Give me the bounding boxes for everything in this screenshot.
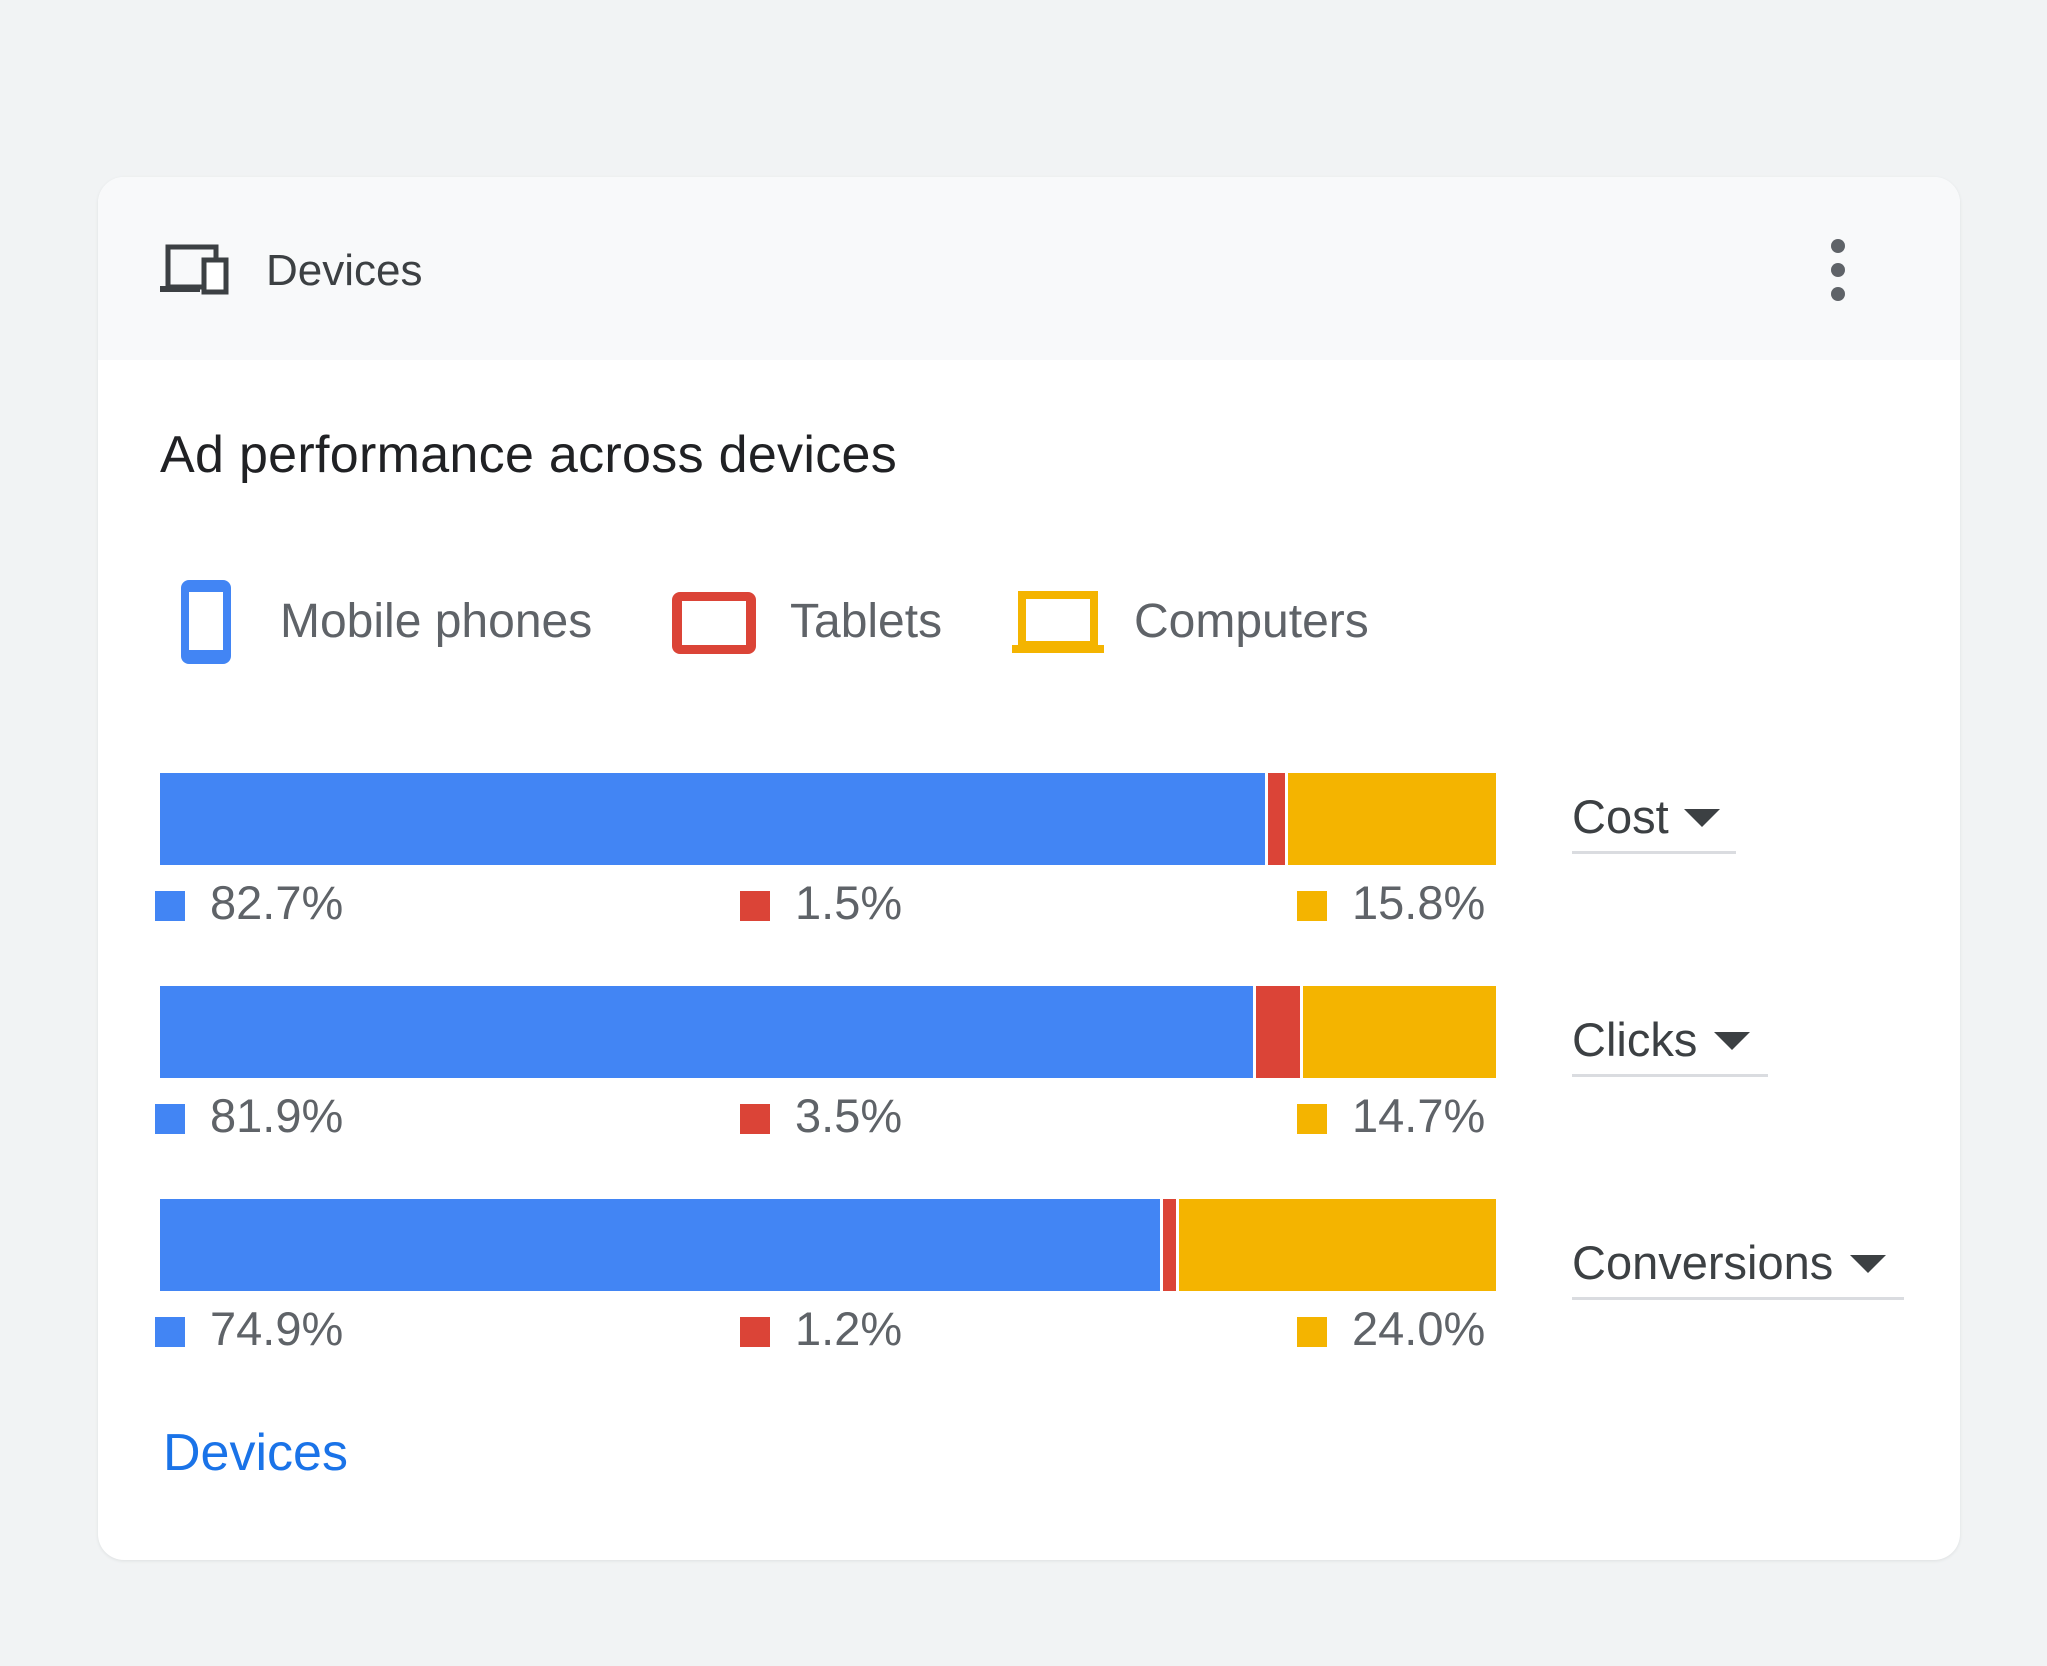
legend-mobile-phones: Mobile phones <box>176 577 716 667</box>
chevron-down-icon <box>1714 1032 1750 1050</box>
value-label-tablets: 1.2% <box>740 1299 980 1359</box>
bar-segment-mobile-phones <box>160 773 1265 865</box>
legend-swatch <box>1297 891 1327 921</box>
bar-segment-computers <box>1175 1199 1496 1291</box>
value-text: 24.0% <box>1352 1302 1486 1355</box>
bar-segment-tablets <box>1264 773 1285 865</box>
card-header: Devices <box>98 177 1960 360</box>
bar-row-conversions <box>160 1199 1496 1291</box>
legend-swatch <box>740 891 770 921</box>
value-text: 3.5% <box>795 1089 903 1142</box>
legend-swatch <box>155 891 185 921</box>
bar-segment-mobile-phones <box>160 1199 1160 1291</box>
bar-row-cost <box>160 773 1496 865</box>
legend-swatch <box>740 1317 770 1347</box>
legend-label: Tablets <box>790 595 943 648</box>
value-text: 15.8% <box>1352 876 1486 929</box>
cost-metric-dropdown[interactable]: Cost <box>1572 789 1736 854</box>
devices-card: Devices Ad performance across devices Mo… <box>98 177 1960 1560</box>
bar-row-clicks <box>160 986 1496 1078</box>
value-text: 1.5% <box>795 876 903 929</box>
devices-icon <box>160 244 229 295</box>
more-vert-icon[interactable] <box>1808 232 1868 308</box>
dropdown-label: Conversions <box>1572 1236 1834 1289</box>
legend-computers: Computers <box>1010 577 1430 667</box>
conversions-metric-dropdown[interactable]: Conversions <box>1572 1235 1904 1300</box>
value-text: 1.2% <box>795 1302 903 1355</box>
phone-icon <box>181 580 231 664</box>
laptop-icon <box>1012 591 1104 653</box>
legend-swatch <box>155 1104 185 1134</box>
legend-swatch <box>155 1317 185 1347</box>
value-label-mobile-phones: 82.7% <box>155 873 395 933</box>
value-label-mobile-phones: 81.9% <box>155 1086 395 1146</box>
value-text: 82.7% <box>210 876 344 929</box>
value-label-tablets: 1.5% <box>740 873 980 933</box>
legend-label: Computers <box>1134 595 1369 648</box>
dropdown-label: Clicks <box>1572 1013 1698 1066</box>
header-title: Devices <box>266 246 423 295</box>
bar-segment-computers <box>1284 773 1496 865</box>
bar-segment-tablets <box>1253 986 1300 1078</box>
value-text: 81.9% <box>210 1089 344 1142</box>
bar-segment-tablets <box>1159 1199 1176 1291</box>
value-text: 14.7% <box>1352 1089 1486 1142</box>
value-label-computers: 24.0% <box>1297 1299 1537 1359</box>
value-label-computers: 15.8% <box>1297 873 1537 933</box>
value-label-mobile-phones: 74.9% <box>155 1299 395 1359</box>
bar-segment-mobile-phones <box>160 986 1254 1078</box>
chevron-down-icon <box>1684 809 1720 827</box>
card-title: Ad performance across devices <box>160 426 898 484</box>
value-text: 74.9% <box>210 1302 344 1355</box>
tablet-icon <box>672 592 756 654</box>
legend-swatch <box>740 1104 770 1134</box>
dropdown-label: Cost <box>1572 790 1669 843</box>
bar-segment-computers <box>1299 986 1496 1078</box>
value-label-computers: 14.7% <box>1297 1086 1537 1146</box>
clicks-metric-dropdown[interactable]: Clicks <box>1572 1012 1768 1077</box>
legend-swatch <box>1297 1104 1327 1134</box>
value-label-tablets: 3.5% <box>740 1086 980 1146</box>
chevron-down-icon <box>1850 1255 1886 1273</box>
legend-label: Mobile phones <box>280 595 593 648</box>
devices-link[interactable]: Devices <box>163 1424 348 1482</box>
legend-tablets: Tablets <box>670 577 990 667</box>
legend-swatch <box>1297 1317 1327 1347</box>
